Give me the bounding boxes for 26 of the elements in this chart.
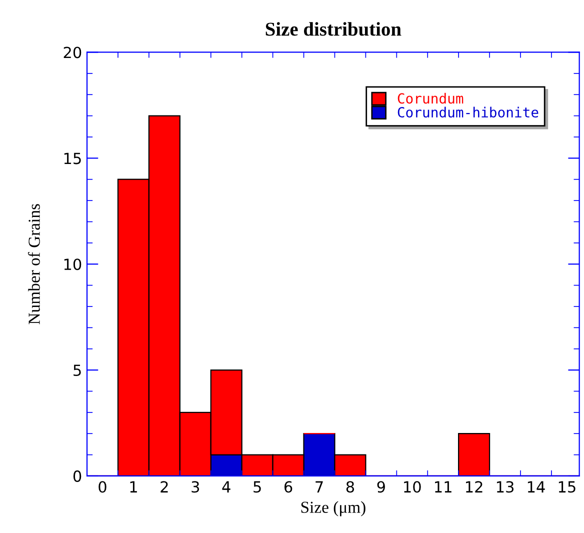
legend-label: Corundum (398, 92, 464, 104)
y-tick-label: 20 (64, 46, 82, 58)
x-tick-label: 2 (160, 481, 168, 492)
x-tick-label: 11 (435, 481, 452, 492)
x-tick-label: 8 (346, 481, 354, 493)
x-tick-label: 15 (558, 481, 576, 493)
x-tick-label: 4 (222, 481, 230, 492)
y-tick-label: 0 (73, 470, 82, 482)
x-tick-label: 1 (130, 481, 137, 492)
x-tick-label: 5 (254, 481, 261, 493)
x-tick-label: 7 (316, 481, 323, 492)
x-tick-label: 9 (377, 481, 385, 493)
x-tick-label: 14 (528, 481, 545, 492)
y-tick-label: 15 (64, 152, 81, 164)
x-axis-title: Size (μm) (301, 501, 366, 516)
y-tick-label: 10 (64, 258, 82, 270)
y-tick-label: 5 (74, 364, 81, 376)
y-axis-title: Number of Grains (28, 204, 40, 324)
x-tick-label: 6 (284, 481, 292, 493)
legend-label: Corundum-hibonite (398, 106, 538, 118)
chart-title: Size distribution (266, 22, 402, 36)
x-tick-label: 3 (192, 481, 200, 493)
x-tick-label: 10 (404, 481, 421, 493)
x-tick-label: 12 (466, 481, 482, 492)
x-tick-label: 13 (496, 481, 514, 493)
x-tick-label: 0 (98, 481, 106, 493)
